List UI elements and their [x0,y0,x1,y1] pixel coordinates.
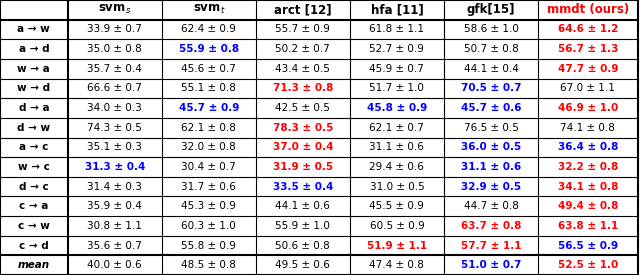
Text: 52.7 ± 0.9: 52.7 ± 0.9 [369,44,424,54]
Text: 74.1 ± 0.8: 74.1 ± 0.8 [561,123,615,133]
Text: 52.5 ± 1.0: 52.5 ± 1.0 [557,260,618,270]
Text: 67.0 ± 1.1: 67.0 ± 1.1 [561,83,615,94]
Text: 45.7 ± 0.6: 45.7 ± 0.6 [461,103,521,113]
Text: 31.1 ± 0.6: 31.1 ± 0.6 [369,142,424,152]
Text: 62.1 ± 0.8: 62.1 ± 0.8 [181,123,236,133]
Text: 35.1 ± 0.3: 35.1 ± 0.3 [87,142,142,152]
Text: a → w: a → w [17,24,51,34]
Text: 66.6 ± 0.7: 66.6 ± 0.7 [87,83,142,94]
Text: 76.5 ± 0.5: 76.5 ± 0.5 [463,123,518,133]
Text: d → a: d → a [19,103,49,113]
Text: 43.4 ± 0.5: 43.4 ± 0.5 [275,64,330,74]
Text: 35.0 ± 0.8: 35.0 ± 0.8 [88,44,142,54]
Text: 29.4 ± 0.6: 29.4 ± 0.6 [369,162,424,172]
Text: 46.9 ± 1.0: 46.9 ± 1.0 [557,103,618,113]
Text: 50.7 ± 0.8: 50.7 ± 0.8 [463,44,518,54]
Text: 31.1 ± 0.6: 31.1 ± 0.6 [461,162,521,172]
Text: 30.8 ± 1.1: 30.8 ± 1.1 [87,221,142,231]
Text: 56.7 ± 1.3: 56.7 ± 1.3 [557,44,618,54]
Text: 70.5 ± 0.7: 70.5 ± 0.7 [461,83,521,94]
Text: 49.4 ± 0.8: 49.4 ± 0.8 [557,201,618,211]
Text: 31.0 ± 0.5: 31.0 ± 0.5 [369,182,424,192]
Text: mmdt (ours): mmdt (ours) [547,3,629,16]
Text: 37.0 ± 0.4: 37.0 ± 0.4 [273,142,333,152]
Text: c → a: c → a [19,201,49,211]
Text: 34.1 ± 0.8: 34.1 ± 0.8 [557,182,618,192]
Text: 30.4 ± 0.7: 30.4 ± 0.7 [182,162,236,172]
Text: 36.4 ± 0.8: 36.4 ± 0.8 [557,142,618,152]
Text: 63.8 ± 1.1: 63.8 ± 1.1 [557,221,618,231]
Text: 45.3 ± 0.9: 45.3 ± 0.9 [181,201,236,211]
Text: w → c: w → c [18,162,50,172]
Text: 35.7 ± 0.4: 35.7 ± 0.4 [87,64,142,74]
Text: arct [12]: arct [12] [274,3,332,16]
Text: 55.8 ± 0.9: 55.8 ± 0.9 [181,241,236,251]
Text: 44.1 ± 0.4: 44.1 ± 0.4 [463,64,518,74]
Text: mean: mean [18,260,50,270]
Text: 58.6 ± 1.0: 58.6 ± 1.0 [463,24,518,34]
Text: 45.9 ± 0.7: 45.9 ± 0.7 [369,64,424,74]
Text: 45.7 ± 0.9: 45.7 ± 0.9 [179,103,239,113]
Text: 61.8 ± 1.1: 61.8 ± 1.1 [369,24,424,34]
Text: 78.3 ± 0.5: 78.3 ± 0.5 [273,123,333,133]
Text: 55.9 ± 1.0: 55.9 ± 1.0 [275,221,330,231]
Text: 64.6 ± 1.2: 64.6 ± 1.2 [557,24,618,34]
Text: w → d: w → d [17,83,51,94]
Text: 49.5 ± 0.6: 49.5 ± 0.6 [275,260,330,270]
Text: 71.3 ± 0.8: 71.3 ± 0.8 [273,83,333,94]
Text: svm$_t$: svm$_t$ [193,3,225,16]
Text: 56.5 ± 0.9: 56.5 ± 0.9 [557,241,618,251]
Text: 60.3 ± 1.0: 60.3 ± 1.0 [182,221,236,231]
Text: 50.6 ± 0.8: 50.6 ± 0.8 [275,241,330,251]
Text: svm$_s$: svm$_s$ [98,3,131,16]
Text: c → w: c → w [18,221,50,231]
Text: d → w: d → w [17,123,51,133]
Text: 50.2 ± 0.7: 50.2 ± 0.7 [275,44,330,54]
Text: 36.0 ± 0.5: 36.0 ± 0.5 [461,142,521,152]
Text: 51.7 ± 1.0: 51.7 ± 1.0 [369,83,424,94]
Text: 45.6 ± 0.7: 45.6 ± 0.7 [181,64,236,74]
Text: 35.9 ± 0.4: 35.9 ± 0.4 [87,201,142,211]
Text: 47.7 ± 0.9: 47.7 ± 0.9 [557,64,618,74]
Text: 62.4 ± 0.9: 62.4 ± 0.9 [181,24,236,34]
Text: a → c: a → c [19,142,49,152]
Text: 47.4 ± 0.8: 47.4 ± 0.8 [369,260,424,270]
Text: 32.9 ± 0.5: 32.9 ± 0.5 [461,182,521,192]
Text: hfa [11]: hfa [11] [371,3,423,16]
Text: w → a: w → a [17,64,51,74]
Text: 44.7 ± 0.8: 44.7 ± 0.8 [463,201,518,211]
Text: 62.1 ± 0.7: 62.1 ± 0.7 [369,123,424,133]
Text: 35.6 ± 0.7: 35.6 ± 0.7 [87,241,142,251]
Text: 44.1 ± 0.6: 44.1 ± 0.6 [275,201,330,211]
Text: 31.4 ± 0.3: 31.4 ± 0.3 [87,182,142,192]
Text: 40.0 ± 0.6: 40.0 ± 0.6 [88,260,142,270]
Text: 51.9 ± 1.1: 51.9 ± 1.1 [367,241,427,251]
Text: 45.5 ± 0.9: 45.5 ± 0.9 [369,201,424,211]
Text: 31.7 ± 0.6: 31.7 ± 0.6 [181,182,236,192]
Text: a → d: a → d [19,44,49,54]
Text: 33.9 ± 0.7: 33.9 ± 0.7 [87,24,142,34]
Text: 32.2 ± 0.8: 32.2 ± 0.8 [557,162,618,172]
Text: d → c: d → c [19,182,49,192]
Text: 32.0 ± 0.8: 32.0 ± 0.8 [182,142,236,152]
Text: 31.3 ± 0.4: 31.3 ± 0.4 [84,162,145,172]
Text: 55.7 ± 0.9: 55.7 ± 0.9 [275,24,330,34]
Text: 42.5 ± 0.5: 42.5 ± 0.5 [275,103,330,113]
Text: gfk[15]: gfk[15] [467,3,515,16]
Text: 74.3 ± 0.5: 74.3 ± 0.5 [87,123,142,133]
Text: 63.7 ± 0.8: 63.7 ± 0.8 [461,221,521,231]
Text: 48.5 ± 0.8: 48.5 ± 0.8 [181,260,236,270]
Text: 45.8 ± 0.9: 45.8 ± 0.9 [367,103,427,113]
Text: 60.5 ± 0.9: 60.5 ± 0.9 [369,221,424,231]
Text: 34.0 ± 0.3: 34.0 ± 0.3 [88,103,142,113]
Text: 31.9 ± 0.5: 31.9 ± 0.5 [273,162,333,172]
Text: 55.1 ± 0.8: 55.1 ± 0.8 [181,83,236,94]
Text: 51.0 ± 0.7: 51.0 ± 0.7 [461,260,521,270]
Text: 55.9 ± 0.8: 55.9 ± 0.8 [179,44,239,54]
Text: c → d: c → d [19,241,49,251]
Text: 33.5 ± 0.4: 33.5 ± 0.4 [273,182,333,192]
Text: 57.7 ± 1.1: 57.7 ± 1.1 [461,241,521,251]
